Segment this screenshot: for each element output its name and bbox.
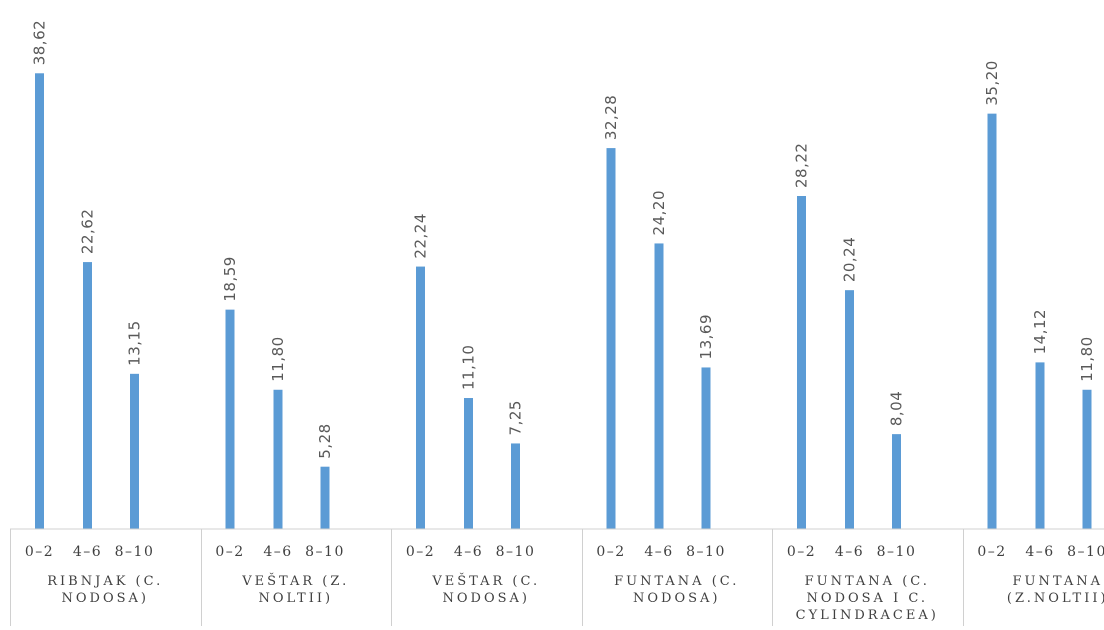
bar	[130, 373, 139, 529]
sub-category-label: 0–2	[596, 544, 625, 560]
group-label: VEŠTAR (C.	[431, 572, 540, 589]
data-label: 20,24	[841, 237, 859, 282]
data-label: 38,62	[31, 20, 49, 65]
sub-category-label: 4–6	[644, 544, 673, 560]
bar	[606, 148, 616, 529]
data-label: 35,20	[983, 60, 1001, 105]
group-label: NODOSA)	[633, 591, 720, 606]
group-label: NODOSA I C.	[807, 591, 928, 606]
bar	[1035, 362, 1045, 529]
data-label: 11,80	[269, 336, 287, 381]
sub-category-label: 0–2	[977, 544, 1006, 560]
bar	[701, 367, 711, 529]
bar	[654, 243, 664, 529]
sub-category-label: 8–10	[115, 544, 155, 560]
data-label: 18,59	[221, 256, 239, 301]
group-label: NODOSA)	[62, 591, 149, 606]
sub-category-label: 8–10	[496, 544, 536, 560]
group-label: FUNTANA	[1013, 574, 1103, 589]
group-label: FUNTANA (C.	[614, 574, 739, 589]
sub-category-label: 0–2	[787, 544, 816, 560]
plot-area: 38,62 22,62 13,15 18,59 11,80 5,28 22,24 11,10 7…	[31, 20, 1096, 529]
group-label: CYLINDRACEA)	[796, 608, 939, 623]
sub-category-label: 8–10	[305, 544, 345, 560]
group-label: NOLTII)	[258, 591, 333, 606]
sub-category-label: 0–2	[25, 544, 54, 560]
data-label: 11,10	[460, 345, 478, 390]
data-label: 24,20	[650, 190, 668, 235]
group-label: NODOSA)	[443, 591, 530, 606]
sub-category-label: 4–6	[454, 544, 483, 560]
bar	[987, 113, 997, 529]
group-label: (Z.NOLTII)	[1007, 591, 1104, 606]
sub-category-label: 0–2	[215, 544, 244, 560]
sub-category-label: 4–6	[1025, 544, 1054, 560]
data-label: 11,80	[1078, 336, 1096, 381]
data-label: 7,25	[507, 400, 525, 435]
bar	[464, 398, 473, 529]
sub-category-label: 8–10	[877, 544, 917, 560]
bar	[225, 309, 235, 529]
bar	[845, 290, 854, 529]
bar	[320, 466, 330, 529]
sub-category-label: 4–6	[263, 544, 292, 560]
data-label: 13,69	[697, 314, 715, 359]
group-label: RIBNJAK (C.	[47, 574, 163, 589]
sub-category-label: 8–10	[686, 544, 726, 560]
sub-category-label: 4–6	[73, 544, 102, 560]
bar	[83, 262, 92, 529]
group-label: VEŠTAR (Z.	[241, 572, 349, 589]
data-label: 8,04	[888, 391, 906, 426]
data-label: 28,22	[793, 143, 811, 188]
sub-category-label: 8–10	[1067, 544, 1104, 560]
bar	[273, 389, 283, 529]
bar	[1082, 389, 1092, 529]
data-label: 22,24	[412, 213, 430, 258]
bar	[35, 73, 44, 529]
data-label: 13,15	[126, 320, 144, 365]
bar	[892, 434, 901, 529]
group-label: FUNTANA (C.	[805, 574, 930, 589]
category-axis: 0–2 4–6 8–10 RIBNJAK (C. NODOSA) 0–2 4–6 8–10 VE…	[10, 528, 1104, 626]
bar	[797, 196, 806, 529]
data-label: 14,12	[1031, 309, 1049, 354]
data-label: 5,28	[316, 423, 334, 458]
bar	[511, 443, 520, 529]
sub-category-label: 0–2	[406, 544, 435, 560]
sub-category-label: 4–6	[835, 544, 864, 560]
data-label: 32,28	[602, 95, 620, 140]
data-label: 22,62	[79, 209, 97, 254]
bar	[416, 266, 425, 529]
